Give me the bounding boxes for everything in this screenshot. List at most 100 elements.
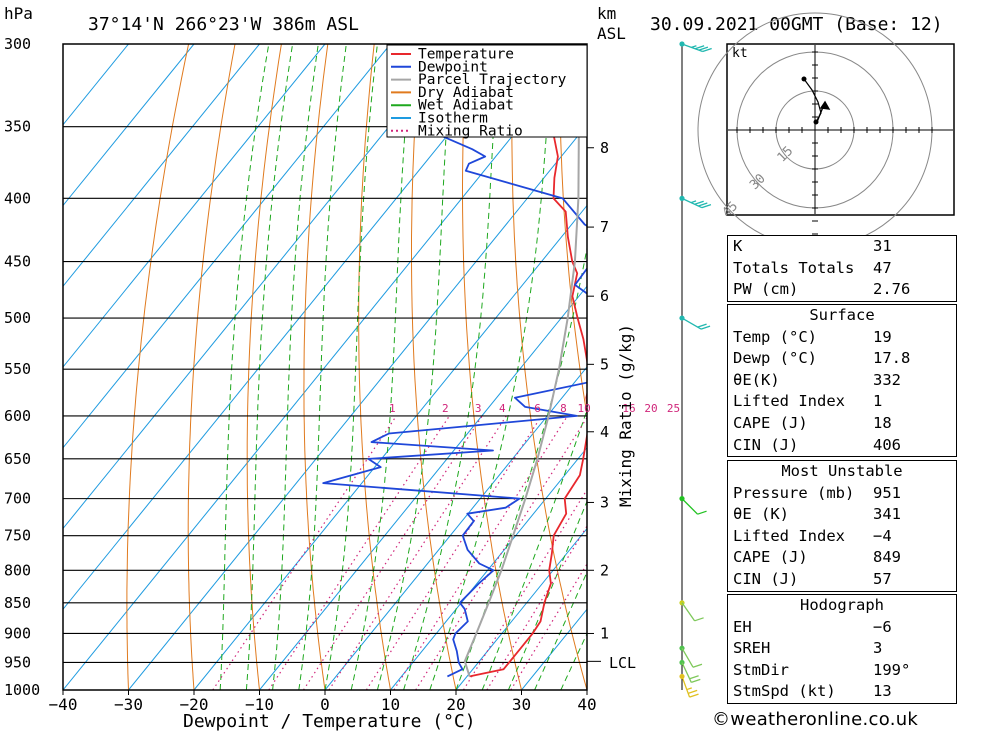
wind-barb-flag — [700, 325, 711, 330]
pressure-tick-label: 450 — [4, 253, 31, 271]
most-unstable-table: Most Unstable Pressure (mb) 951 θE (K) 341… — [727, 460, 957, 592]
wind-barb-flag — [694, 200, 704, 205]
index-value: 849 — [873, 548, 901, 567]
index-value: 47 — [873, 258, 892, 277]
isotherm-line — [63, 44, 587, 690]
index-value: 951 — [873, 483, 901, 502]
index-value: 406 — [873, 435, 901, 454]
pressure-tick-label: 800 — [4, 561, 31, 579]
axis-ticks: 3003504004505005506006507007508008509009… — [4, 35, 597, 714]
index-value: 3 — [873, 639, 883, 658]
index-value: 199° — [873, 660, 911, 679]
index-row: Lifted Index 1 — [728, 391, 956, 413]
wind-barb-half-flag — [686, 687, 692, 691]
most-unstable-title: Most Unstable — [781, 462, 903, 480]
index-key: CIN (J) — [733, 435, 799, 454]
index-key: CAPE (J) — [733, 548, 808, 567]
mixing-ratio-label: 25 — [667, 402, 680, 415]
index-key: CAPE (J) — [733, 413, 808, 432]
dry-adiabat-line — [126, 44, 190, 690]
x-axis-title: Dewpoint / Temperature (°C) — [183, 711, 476, 732]
parcel-trajectory-line — [463, 44, 580, 677]
km-tick-label: 7 — [600, 218, 609, 236]
x-tick-label: 10 — [381, 695, 400, 714]
wet-adiabat-line — [534, 571, 587, 690]
index-row: PW (cm) 2.76 — [728, 279, 956, 301]
km-label: km — [597, 4, 616, 23]
surface-table: Surface Temp (°C) 19 Dewp (°C) 17.8 θE(K) 3… — [727, 304, 957, 458]
index-row: StmDir 199° — [728, 660, 956, 682]
mixing-ratio-line — [510, 562, 587, 690]
mixing-ratio-line — [268, 415, 450, 690]
index-row: Pressure (mb) 951 — [728, 483, 956, 505]
index-value: 2.76 — [873, 280, 911, 299]
wet-adiabat-line — [219, 44, 270, 690]
index-key: θE (K) — [733, 505, 789, 524]
index-row: CAPE (J) 849 — [728, 547, 956, 569]
legend-label: Mixing Ratio — [418, 123, 523, 139]
x-tick-label: 40 — [577, 695, 596, 714]
pressure-tick-label: 300 — [4, 35, 31, 53]
isotherm-line — [324, 366, 587, 690]
isotherm-line — [390, 446, 587, 690]
x-tick-label: 20 — [446, 695, 465, 714]
x-tick-label: −40 — [49, 695, 78, 714]
index-row: θE (K) 341 — [728, 504, 956, 526]
index-key: StmDir — [733, 660, 789, 679]
index-row: CAPE (J) 18 — [728, 413, 956, 435]
km-tick-label: 3 — [600, 493, 609, 511]
mixing-ratio-labels: 1 2 3 4 6 8 10 16 20 25 — [389, 402, 680, 415]
index-row: θE(K) 332 — [728, 370, 956, 392]
pressure-tick-label: 900 — [4, 624, 31, 642]
index-key: Totals Totals — [733, 258, 855, 277]
index-value: 19 — [873, 327, 892, 346]
isotherm-line — [193, 204, 587, 690]
km-tick-label: 2 — [600, 561, 609, 579]
km-tick-label: 6 — [600, 287, 609, 305]
index-value: 1 — [873, 392, 883, 411]
isotherm-line — [259, 285, 587, 690]
datetime-title: 30.09.2021 00GMT (Base: 12) — [650, 14, 943, 35]
index-row: StmSpd (kt) 13 — [728, 681, 956, 703]
dry-adiabat-line — [358, 44, 391, 690]
index-row: Temp (°C) 19 — [728, 327, 956, 349]
dry-adiabat-line — [978, 44, 1000, 690]
index-row: CIN (J) 406 — [728, 435, 956, 457]
index-row: K 31 — [728, 236, 956, 258]
index-key: Dewp (°C) — [733, 349, 817, 368]
location-title: 37°14'N 266°23'W 386m ASL — [88, 14, 359, 35]
x-tick-label: 0 — [320, 695, 330, 714]
pressure-tick-label: 400 — [4, 189, 31, 207]
asl-label: ASL — [597, 24, 626, 43]
mixing-ratio-label: 16 — [622, 402, 635, 415]
km-axis: 8 7 6 5 4 3 2 1 — [587, 139, 609, 662]
index-key: θE(K) — [733, 370, 780, 389]
x-tick-label: −20 — [180, 695, 209, 714]
pressure-tick-label: 650 — [4, 450, 31, 468]
mixing-ratio-label: 1 — [389, 402, 396, 415]
pressure-tick-label: 1000 — [4, 681, 40, 699]
wet-adiabat-line — [376, 44, 453, 690]
mixing-ratio-line — [328, 415, 507, 690]
hodograph-unit-label: kt — [732, 46, 748, 61]
pressure-tick-label: 750 — [4, 527, 31, 545]
wind-barb-flag — [687, 689, 698, 694]
dry-adiabat-line — [246, 44, 282, 690]
mixing-ratio-label: 2 — [442, 402, 449, 415]
legend-label: Isotherm — [418, 111, 488, 127]
wind-barb-flag — [694, 617, 704, 622]
hodograph-point — [801, 76, 807, 82]
index-row: EH −6 — [728, 617, 956, 639]
x-tick-label: 30 — [512, 695, 531, 714]
isotherm-line — [63, 44, 260, 288]
index-row: Totals Totals 47 — [728, 258, 956, 280]
wind-barb-flag — [701, 204, 712, 209]
wet-adiabat-line — [507, 500, 587, 690]
mixing-ratio-label: 8 — [560, 402, 567, 415]
isotherm-line — [63, 44, 195, 207]
mixing-ratio-label: 6 — [534, 402, 541, 415]
mixing-ratio-label: 20 — [644, 402, 657, 415]
wind-barb-staff — [681, 676, 691, 698]
legend-label: Dry Adiabat — [418, 85, 514, 101]
